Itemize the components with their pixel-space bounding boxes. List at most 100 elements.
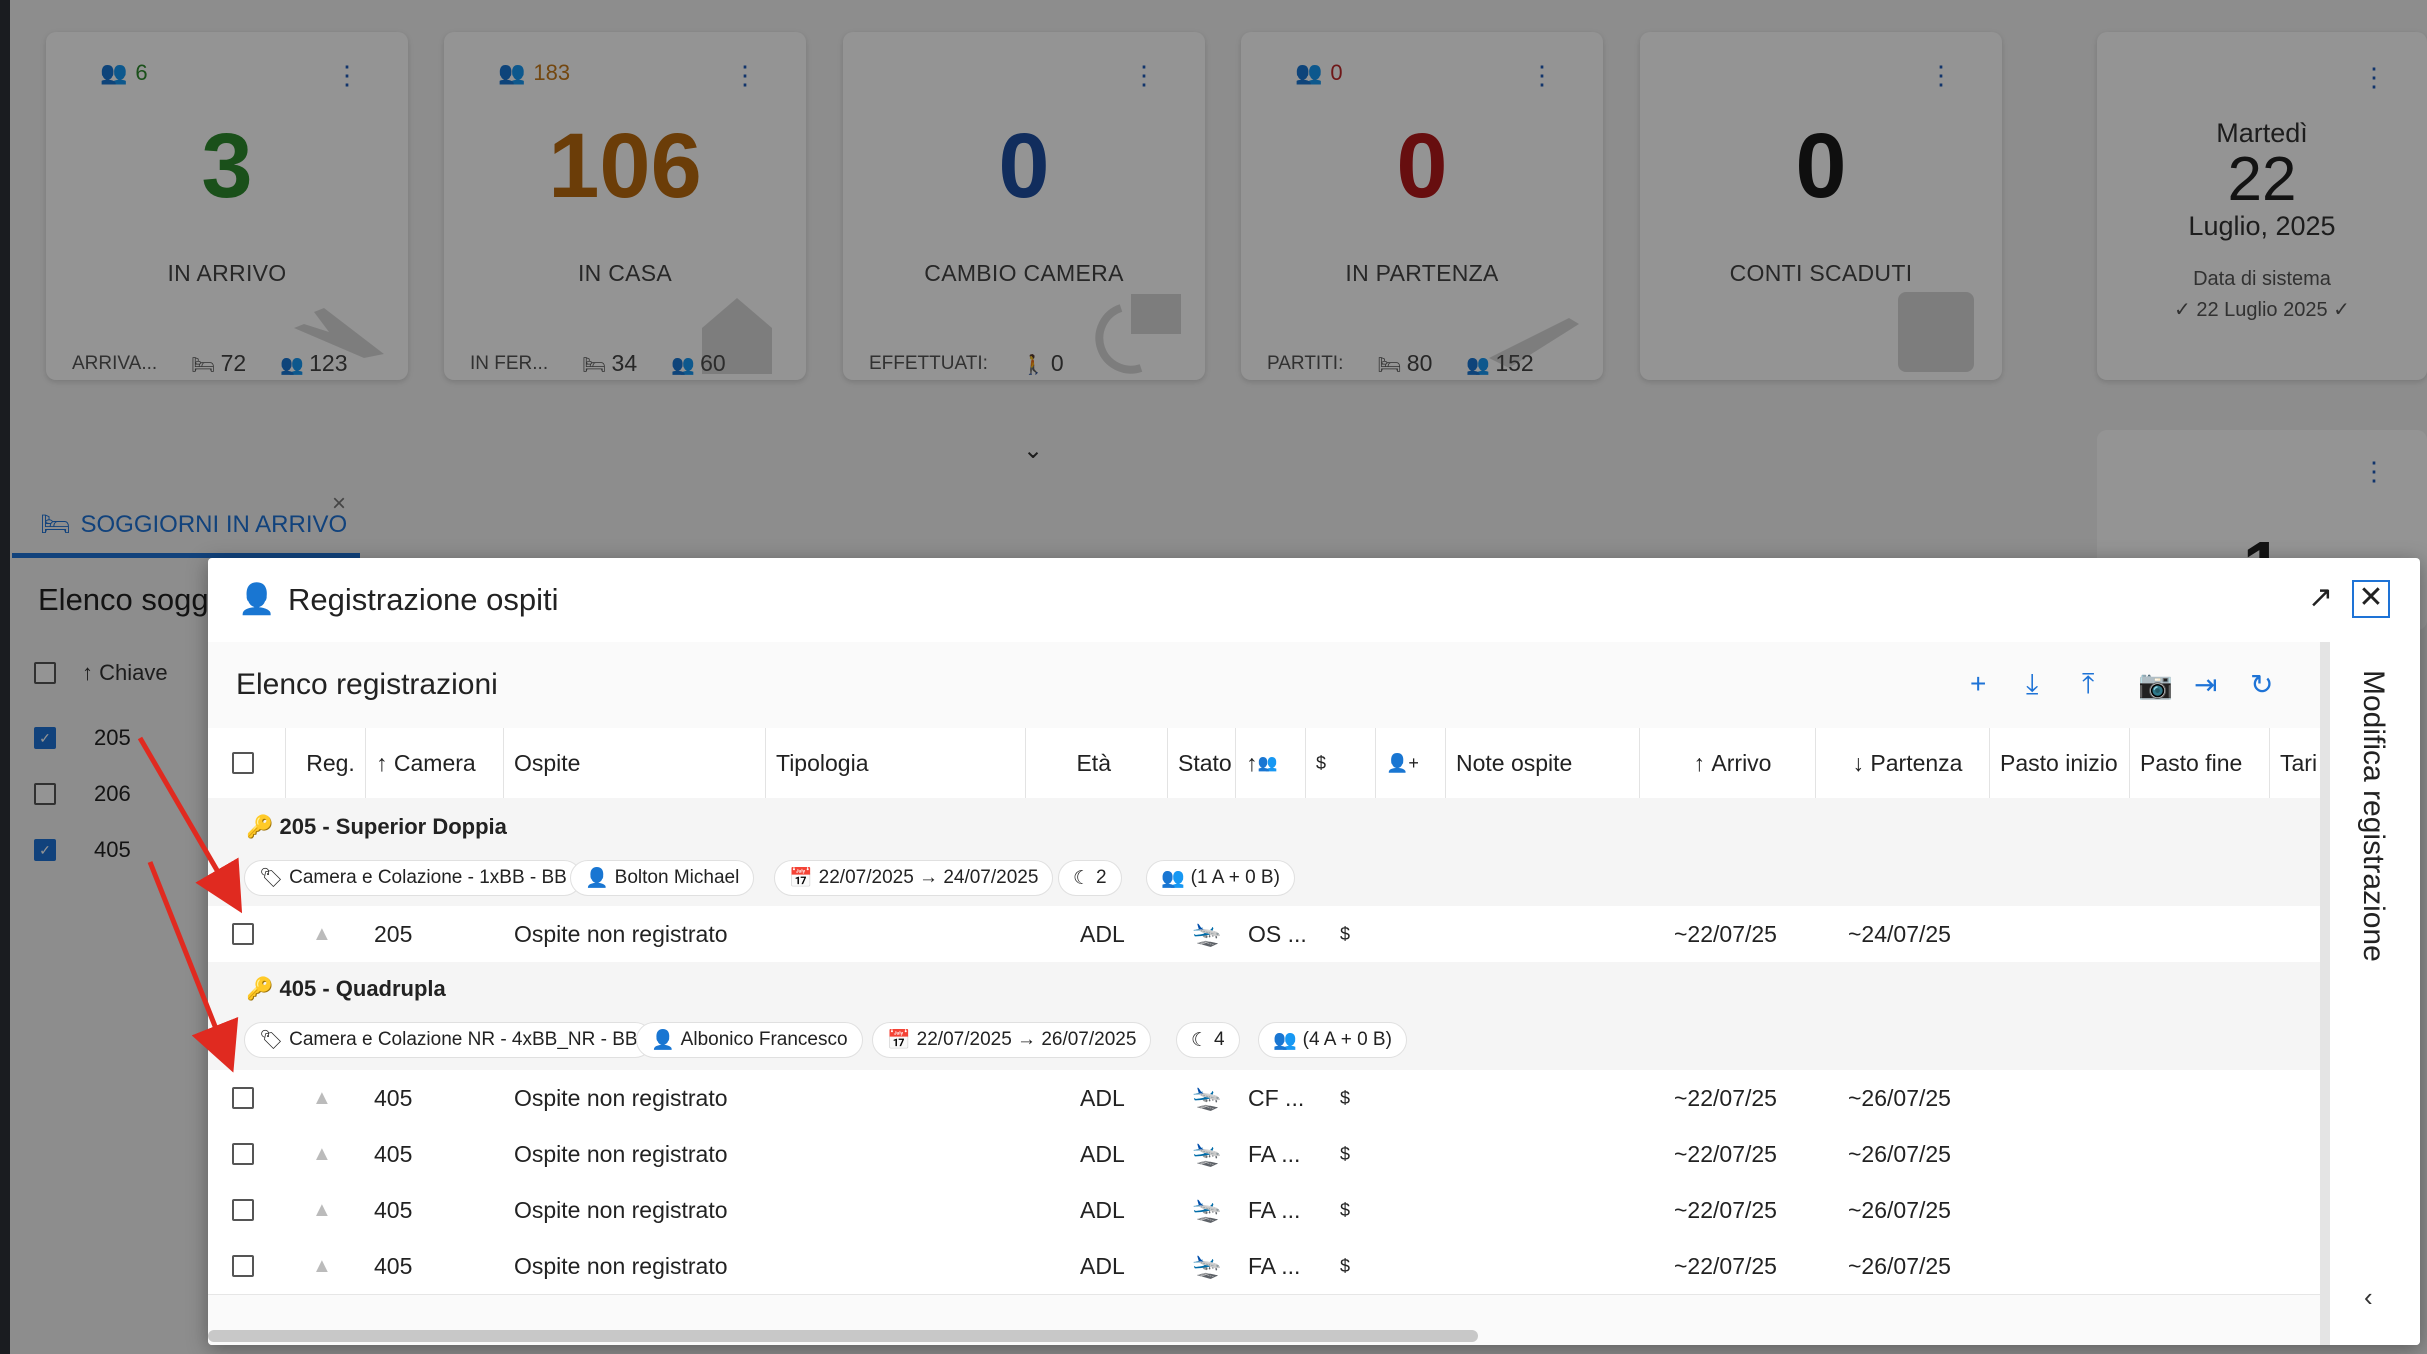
add-icon[interactable]: + bbox=[1970, 668, 1987, 699]
table-row[interactable]: ▲ 405 Ospite non registrato ADL 🛬 FA ...… bbox=[208, 1238, 2320, 1295]
expand-icon[interactable]: ↗ bbox=[2308, 581, 2334, 614]
cell-partenza: ~26/07/25 bbox=[1848, 1084, 1951, 1111]
table-row[interactable]: ▲ 205 Ospite non registrato ADL 🛬 OS ...… bbox=[208, 906, 2320, 963]
cell-dollar[interactable]: $ bbox=[1340, 923, 1351, 944]
tag-icon: 🏷 bbox=[259, 1030, 284, 1051]
header-partenza[interactable]: ↓ Partenza bbox=[1816, 728, 1990, 798]
row-checkbox[interactable] bbox=[232, 1255, 254, 1277]
person-add-icon: 👤+ bbox=[1386, 752, 1419, 773]
row-checkbox[interactable] bbox=[232, 923, 254, 945]
select-all-checkbox[interactable] bbox=[232, 752, 254, 774]
card-foot-label: EFFETTUATI: bbox=[869, 352, 988, 374]
header-pasto-inizio[interactable]: Pasto inizio bbox=[1990, 728, 2130, 798]
table-row[interactable]: ▲ 405 Ospite non registrato ADL 🛬 CF ...… bbox=[208, 1070, 2320, 1127]
table-row[interactable]: ▲ 405 Ospite non registrato ADL 🛬 FA ...… bbox=[208, 1126, 2320, 1183]
chip-occupancy: 👥 (4 A + 0 B) bbox=[1258, 1022, 1407, 1058]
download-icon[interactable]: ⤓ bbox=[2026, 668, 2039, 699]
side-panel-label: Modifica registrazione bbox=[2357, 670, 2390, 962]
cell-partenza: ~24/07/25 bbox=[1848, 920, 1951, 947]
header-arrivo[interactable]: ↑ Arrivo bbox=[1640, 728, 1816, 798]
row-checkbox[interactable] bbox=[34, 783, 56, 805]
header-guests-sort[interactable]: ↑ 👥 bbox=[1236, 728, 1306, 798]
warning-icon: ▲ bbox=[312, 1254, 332, 1277]
row-checkbox[interactable] bbox=[232, 1199, 254, 1221]
list-row[interactable]: ✓ 205 bbox=[10, 710, 234, 766]
close-modal-button[interactable]: ✕ bbox=[2352, 580, 2390, 618]
row-checkbox[interactable]: ✓ bbox=[34, 839, 56, 861]
card-big-value: 3 bbox=[201, 115, 253, 217]
cell-ospite: Ospite non registrato bbox=[514, 1084, 728, 1111]
sort-up-icon[interactable]: ↑ Chiave bbox=[82, 660, 168, 685]
cell-dollar[interactable]: $ bbox=[1340, 1087, 1351, 1108]
kpi-card-arrivals[interactable]: 👥 6 ⋮ 3 IN ARRIVO ARRIVA... 🛏 72 👥 123 bbox=[46, 32, 408, 380]
card-menu-icon[interactable]: ⋮ bbox=[1529, 60, 1555, 90]
list-row[interactable]: ✓ 405 bbox=[10, 822, 234, 878]
list-header: ↑ Chiave bbox=[10, 645, 234, 701]
moon-icon: ☾ bbox=[1191, 1029, 1209, 1051]
header-tariffa[interactable]: Tari bbox=[2270, 728, 2320, 798]
table-row[interactable]: ▲ 405 Ospite non registrato ADL 🛬 FA ...… bbox=[208, 1182, 2320, 1239]
kpi-card-room-change[interactable]: ⋮ 0 CAMBIO CAMERA EFFETTUATI: 🚶 0 bbox=[843, 32, 1205, 380]
card-menu-icon[interactable]: ⋮ bbox=[334, 60, 360, 90]
row-checkbox[interactable] bbox=[232, 1143, 254, 1165]
warning-icon: ▲ bbox=[312, 922, 332, 945]
import-ai-icon[interactable]: ⇥ bbox=[2194, 669, 2218, 700]
card-menu-icon[interactable]: ⋮ bbox=[2361, 62, 2387, 92]
header-add-guest[interactable]: 👤+ bbox=[1376, 728, 1446, 798]
kpi-card-departures[interactable]: 👥 0 ⋮ 0 IN PARTENZA PARTITI: 🛏 80 👥 152 bbox=[1241, 32, 1603, 380]
header-stato[interactable]: Stato bbox=[1168, 728, 1236, 798]
row-checkbox[interactable]: ✓ bbox=[34, 727, 56, 749]
edit-registration-side-panel[interactable]: Modifica registrazione ‹ bbox=[2320, 642, 2420, 1345]
plane-takeoff-icon bbox=[1489, 318, 1579, 368]
header-reg[interactable]: Reg. bbox=[286, 728, 366, 798]
collapse-chevron-icon[interactable]: ‹ bbox=[2364, 1282, 2373, 1312]
header-pasto-fine[interactable]: Pasto fine bbox=[2130, 728, 2270, 798]
registrations-panel: Elenco registrazioni + ⤓ ⤒ 📷 ⇥ ↻ Reg. ↑ … bbox=[208, 642, 2320, 1345]
header-select-all[interactable] bbox=[208, 728, 286, 798]
kpi-card-overdue-accounts[interactable]: ⋮ 0 CONTI SCADUTI bbox=[1640, 32, 2002, 380]
modal-header: 👤 Registrazione ospiti ↗ ✕ bbox=[208, 558, 2420, 642]
header-eta[interactable]: Età bbox=[1026, 728, 1168, 798]
row-key: 205 bbox=[94, 725, 131, 750]
refresh-icon[interactable]: ↻ bbox=[2250, 669, 2274, 700]
cell-stato: FA ... bbox=[1248, 1196, 1301, 1223]
header-camera[interactable]: ↑ Camera bbox=[366, 728, 504, 798]
card-menu-icon[interactable]: ⋮ bbox=[1131, 60, 1157, 90]
cell-camera: 405 bbox=[374, 1196, 413, 1223]
camera-ai-icon[interactable]: 📷 bbox=[2138, 669, 2173, 700]
cell-eta: ADL bbox=[1080, 920, 1125, 947]
people-icon: 👥 bbox=[1295, 60, 1323, 85]
bed-icon: 🛏 80 bbox=[1377, 350, 1433, 376]
cell-dollar[interactable]: $ bbox=[1340, 1143, 1351, 1164]
horizontal-scrollbar[interactable] bbox=[208, 1330, 1478, 1342]
cell-dollar[interactable]: $ bbox=[1340, 1255, 1351, 1276]
people-icon: 👥 bbox=[1257, 755, 1278, 772]
sort-up-icon: ↑ bbox=[1693, 749, 1712, 776]
expand-chevron-icon[interactable]: ⌄ bbox=[1023, 437, 1044, 464]
header-dollar[interactable]: $ bbox=[1306, 728, 1376, 798]
header-tipologia[interactable]: Tipologia bbox=[766, 728, 1026, 798]
chip-guest: 👤 Albonico Francesco bbox=[636, 1022, 863, 1058]
close-tab-icon[interactable]: × bbox=[331, 490, 346, 517]
card-label: CONTI SCADUTI bbox=[1729, 260, 1913, 286]
card-menu-icon[interactable]: ⋮ bbox=[732, 60, 758, 90]
card-big-value: 0 bbox=[998, 115, 1050, 217]
chip-occupancy: 👥 (1 A + 0 B) bbox=[1146, 860, 1295, 896]
header-ospite[interactable]: Ospite bbox=[504, 728, 766, 798]
card-menu-icon[interactable]: ⋮ bbox=[2361, 456, 2387, 486]
card-label: CAMBIO CAMERA bbox=[924, 260, 1124, 286]
header-note-ospite[interactable]: Note ospite bbox=[1446, 728, 1640, 798]
row-checkbox[interactable] bbox=[232, 1087, 254, 1109]
card-menu-icon[interactable]: ⋮ bbox=[1928, 60, 1954, 90]
kpi-card-in-house[interactable]: 👥 183 ⋮ 106 IN CASA IN FER... 🛏 34 👥 60 bbox=[444, 32, 806, 380]
list-row[interactable]: 206 bbox=[10, 766, 234, 822]
cell-dollar[interactable]: $ bbox=[1340, 1199, 1351, 1220]
card-big-value: 0 bbox=[1795, 115, 1847, 217]
tab-soggiorni-in-arrivo[interactable]: 🛏 SOGGIORNI IN ARRIVO × bbox=[12, 490, 360, 558]
card-big-value: 106 bbox=[548, 115, 702, 217]
select-all-checkbox[interactable] bbox=[34, 662, 56, 684]
cell-ospite: Ospite non registrato bbox=[514, 1140, 728, 1167]
upload-icon[interactable]: ⤒ bbox=[2082, 668, 2095, 699]
people-icon: 👥 152 bbox=[1466, 350, 1533, 376]
people-icon: 👥 bbox=[498, 60, 526, 85]
